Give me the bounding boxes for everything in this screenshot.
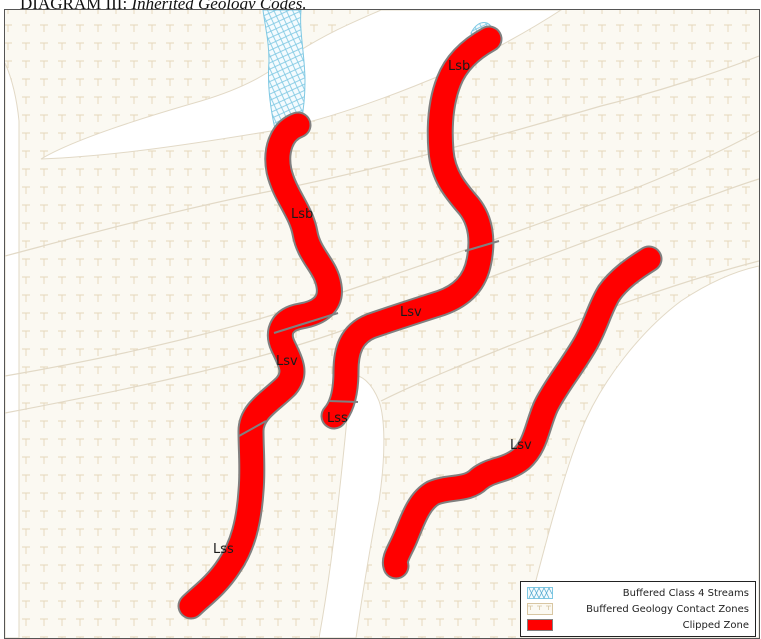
contact-line xyxy=(5,130,759,377)
map-legend: Buffered Class 4 Streams Buffered Geolog… xyxy=(520,581,756,637)
zone-label-lsv-left: Lsv xyxy=(276,354,298,369)
t-pattern-swatch-icon xyxy=(527,603,553,615)
contact-line xyxy=(380,260,759,402)
contact-gap-right xyxy=(520,265,759,638)
map-canvas[interactable]: Lsb Lsb Lsv Lsv Lss Lsv Lss xyxy=(5,10,759,638)
contact-line xyxy=(5,55,759,257)
legend-item-clipped: Clipped Zone xyxy=(527,617,749,633)
legend-item-contact-zones: Buffered Geology Contact Zones xyxy=(527,601,749,617)
clipped-zone-center xyxy=(320,25,503,430)
red-fill-swatch-icon xyxy=(527,619,553,631)
zone-label-lss-left: Lss xyxy=(213,542,234,557)
zone-label-lsv-right: Lsv xyxy=(510,438,532,453)
zone-label-lsv-center: Lsv xyxy=(400,305,422,320)
legend-label: Clipped Zone xyxy=(682,619,749,631)
clipped-zones xyxy=(177,25,663,620)
contact-gap-left-strip xyxy=(5,62,20,638)
zone-label-lss-center: Lss xyxy=(327,411,348,426)
cross-hatch-swatch-icon xyxy=(527,587,553,599)
legend-label: Buffered Geology Contact Zones xyxy=(586,603,749,615)
zone-label-lsb-left: Lsb xyxy=(291,207,313,222)
legend-label: Buffered Class 4 Streams xyxy=(622,587,749,599)
map-frame[interactable]: Lsb Lsb Lsv Lsv Lss Lsv Lss Buffered Cla… xyxy=(4,9,760,639)
zone-labels: Lsb Lsb Lsv Lsv Lss Lsv Lss xyxy=(213,59,532,557)
legend-item-streams: Buffered Class 4 Streams xyxy=(527,585,749,601)
clipped-zone-left xyxy=(177,111,343,620)
contact-gap-lower-center xyxy=(318,374,385,638)
zone-label-lsb-top: Lsb xyxy=(448,59,470,74)
clipped-zone-right xyxy=(381,245,663,580)
